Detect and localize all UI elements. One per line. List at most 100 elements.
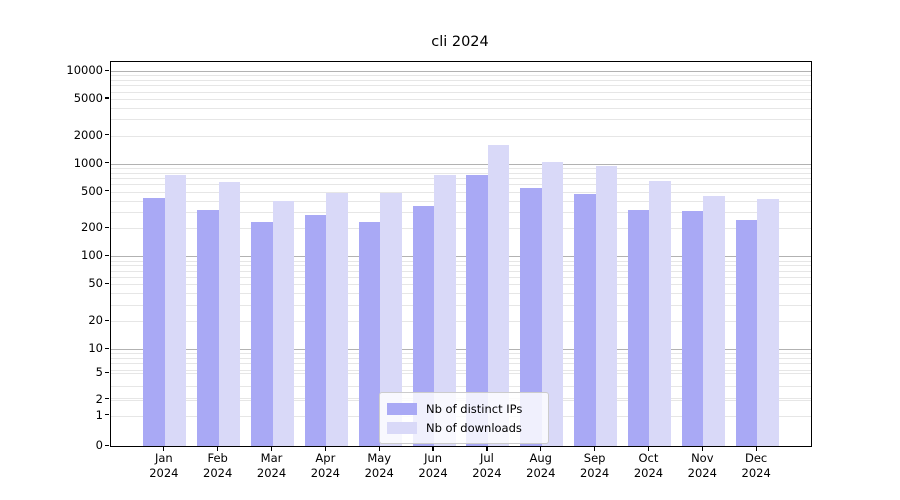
gridline	[111, 85, 811, 87]
x-tick-mark	[217, 446, 219, 451]
y-tick-mark	[104, 254, 109, 257]
gridline	[111, 163, 811, 165]
x-tick-label: Oct 2024	[633, 451, 664, 480]
gridline	[111, 98, 811, 100]
x-tick-label: Dec 2024	[741, 451, 771, 480]
legend-row: Nb of distinct IPs	[387, 399, 539, 418]
gridline	[111, 349, 811, 351]
bar-distinct-ips-aug	[520, 188, 542, 446]
legend-label: Nb of downloads	[426, 420, 522, 435]
y-tick-label: 0	[95, 438, 103, 452]
x-tick-label: Feb 2024	[203, 451, 233, 480]
legend-row: Nb of downloads	[387, 418, 539, 437]
bar-distinct-ips-mar	[251, 221, 273, 446]
bar-distinct-ips-may	[358, 222, 381, 446]
x-tick-mark	[540, 446, 542, 451]
gridline	[111, 276, 811, 278]
y-tick-mark	[104, 134, 109, 136]
legend: Nb of distinct IPs Nb of downloads	[379, 392, 549, 444]
x-tick-label: Nov 2024	[687, 451, 717, 480]
y-tick-mark	[104, 319, 109, 321]
x-tick-mark	[270, 446, 273, 451]
y-tick-mark	[104, 97, 109, 99]
bar-downloads-apr	[326, 193, 348, 446]
gridline	[111, 256, 811, 258]
y-tick-mark	[104, 69, 109, 71]
y-tick-mark	[104, 371, 109, 373]
bar-distinct-ips-jun	[412, 205, 435, 446]
gridline	[111, 265, 811, 267]
x-tick-label: May 2024	[364, 451, 394, 480]
gridline	[111, 172, 811, 174]
bar-downloads-may	[380, 192, 402, 446]
gridline	[111, 191, 811, 193]
plot-area: Nb of distinct IPs Nb of downloads	[110, 61, 812, 447]
chart-title: cli 2024	[431, 34, 489, 50]
x-tick-label: Jan 2024	[149, 451, 179, 480]
gridline	[111, 363, 811, 365]
legend-swatch-downloads	[387, 421, 417, 434]
x-tick-label: Apr 2024	[310, 451, 341, 480]
y-tick-label: 50	[88, 276, 103, 291]
gridline	[111, 107, 811, 109]
bar-distinct-ips-jan	[143, 198, 165, 446]
y-tick-mark	[104, 162, 109, 164]
gridline	[111, 293, 811, 295]
y-tick-label: 10	[88, 341, 103, 356]
gridline	[111, 178, 811, 180]
bar-distinct-ips-apr	[304, 215, 327, 446]
x-tick-label: Jul 2024	[472, 451, 502, 480]
x-tick-label: Mar 2024	[256, 451, 287, 480]
y-tick-mark	[104, 282, 109, 284]
y-tick-label: 100	[81, 248, 103, 263]
y-tick-label: 500	[81, 183, 103, 198]
bar-downloads-sep	[595, 165, 618, 446]
x-tick-label: Aug 2024	[526, 451, 556, 480]
gridline	[111, 167, 811, 169]
y-tick-label: 2	[95, 391, 103, 406]
gridline	[111, 135, 811, 137]
gridline	[111, 369, 811, 371]
gridline	[111, 304, 811, 306]
bar-distinct-ips-feb	[197, 209, 219, 446]
x-tick-label: Jun 2024	[418, 451, 448, 480]
bar-distinct-ips-oct	[627, 209, 650, 446]
y-tick-label: 1	[95, 407, 103, 422]
bar-downloads-feb	[218, 181, 241, 446]
x-tick-mark	[378, 446, 380, 451]
y-tick-mark	[104, 398, 109, 400]
x-tick-mark	[647, 446, 650, 451]
y-tick-label: 200	[81, 220, 103, 235]
gridline	[111, 119, 811, 121]
legend-label: Nb of distinct IPs	[426, 401, 523, 416]
y-tick-label: 2000	[73, 127, 103, 142]
gridline	[111, 71, 811, 72]
gridline	[111, 200, 811, 202]
x-tick-mark	[324, 446, 326, 451]
bar-downloads-jun	[434, 175, 456, 446]
y-tick-mark	[104, 226, 109, 229]
bar-downloads-nov	[703, 195, 725, 446]
x-tick-mark	[163, 446, 165, 451]
x-tick-mark	[486, 446, 488, 451]
y-tick-mark	[104, 444, 109, 446]
y-tick-label: 10000	[66, 63, 103, 77]
bar-downloads-oct	[649, 180, 671, 446]
bar-downloads-aug	[541, 161, 564, 446]
gridline	[111, 228, 811, 230]
gridline	[111, 353, 811, 355]
bar-distinct-ips-sep	[574, 193, 596, 446]
y-tick-mark	[104, 414, 109, 416]
y-tick-mark	[104, 347, 109, 349]
y-tick-label: 20	[88, 313, 103, 328]
bar-downloads-dec	[757, 199, 779, 446]
y-tick-label: 5000	[73, 90, 103, 105]
gridline	[111, 358, 811, 360]
gridline	[111, 184, 811, 186]
y-tick-label: 5	[95, 365, 103, 380]
bar-distinct-ips-nov	[681, 210, 704, 446]
x-tick-mark	[432, 446, 434, 451]
legend-swatch-distinct-ips	[387, 402, 417, 415]
x-tick-mark	[755, 446, 757, 451]
